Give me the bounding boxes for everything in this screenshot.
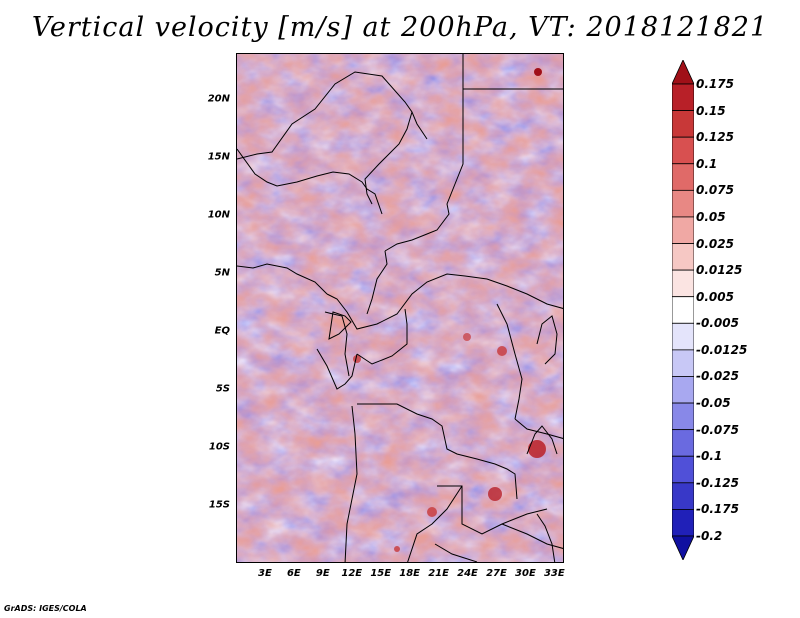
colorbar [672,60,694,560]
border-line [326,273,563,330]
colorbar-bin [672,136,694,165]
border-line [384,54,464,252]
hotspot [528,440,546,458]
colorbar-label: -0.1 [696,449,723,464]
colorbar-bin [672,296,694,324]
plot-title: Vertical velocity [m/s] at 200hPa, VT: 2… [31,12,769,43]
lat-tick-label: 15N [207,151,230,163]
colorbar-bin [672,189,694,218]
colorbar-label: 0.1 [696,156,718,171]
border-line [437,485,548,535]
colorbar-bin [672,376,694,404]
colorbar-bottom-triangle [672,535,694,560]
border-line [407,485,463,562]
colorbar-bin [672,110,694,138]
border-line [501,523,563,549]
border-line [237,148,383,215]
lon-tick-label: 18E [399,568,421,579]
colorbar-bin [672,455,694,484]
colorbar-label: -0.0125 [696,342,748,357]
colorbar-label: -0.2 [696,529,723,543]
lon-tick-label: 6E [286,568,301,579]
colorbar-bin [672,163,694,191]
grads-credit: GrADS: IGES/COLA [4,604,87,613]
hotspot [427,507,437,517]
lat-tick-label: 10N [207,209,230,221]
hotspot [463,333,471,341]
colorbar-bin [672,269,694,298]
colorbar-label: -0.005 [696,316,739,331]
hotspot [488,487,502,501]
lat-tick-label: 15S [208,499,230,511]
border-line [434,543,478,562]
colorbar-label: -0.025 [696,369,739,384]
lon-tick-label: 27E [486,568,507,579]
colorbar-bin [672,482,694,510]
lon-tick-label: 24E [457,568,478,579]
colorbar-label: -0.05 [696,396,731,411]
map-panel [236,53,564,563]
border-line [237,71,428,160]
border-line [237,263,328,295]
colorbar-label: 0.005 [696,289,734,304]
colorbar-bin [672,322,694,351]
lat-tick-label: 5N [214,267,230,279]
colorbar-label: 0.15 [696,103,726,118]
colorbar-label: 0.125 [696,130,734,145]
border-line [496,303,523,420]
velocity-field [237,54,563,562]
colorbar-bin [672,429,694,457]
lon-tick-label: 12E [341,568,363,579]
lat-tick-label: 10S [208,441,230,453]
border-line [366,250,388,315]
lat-tick-label: EQ [214,325,230,337]
colorbar-bin [672,509,694,537]
lat-tick-label: 20N [207,93,230,105]
border-line [526,425,558,455]
border-line [536,513,556,562]
colorbar-label: -0.175 [696,502,739,517]
border-line [536,315,558,365]
border-line [324,311,350,377]
map-canvas [237,54,563,562]
border-line [364,111,413,205]
border-line [356,308,408,365]
colorbar-bin [672,83,694,111]
lon-tick-label: 15E [370,568,392,579]
colorbar-bin [672,402,694,431]
hotspot [394,546,400,552]
hotspot [497,346,507,356]
country-borders [237,54,563,562]
hotspot [534,68,542,76]
colorbar-label: 0.175 [696,77,734,91]
colorbar-label: 0.0125 [696,263,743,278]
colorbar-bin [672,243,694,271]
colorbar-top-triangle [672,60,694,85]
border-line [344,405,358,562]
lon-tick-label: 3E [258,568,272,579]
colorbar-label: 0.05 [696,209,726,224]
lat-tick-label: 5S [215,383,230,395]
colorbar-label: 0.075 [696,183,734,198]
colorbar-bin [672,216,694,244]
border-line [328,311,352,340]
border-line [316,348,358,390]
lon-tick-label: 33E [543,568,565,579]
colorbar-label: -0.075 [696,422,739,437]
lon-tick-label: 21E [428,568,449,579]
strong-ascent-cells [353,68,546,552]
lon-tick-label: 9E [315,568,330,579]
colorbar-label: -0.125 [696,475,739,490]
colorbar-label: 0.025 [696,236,734,251]
border-line [357,403,518,500]
colorbar-bin [672,349,694,377]
lon-tick-label: 30E [515,568,536,579]
